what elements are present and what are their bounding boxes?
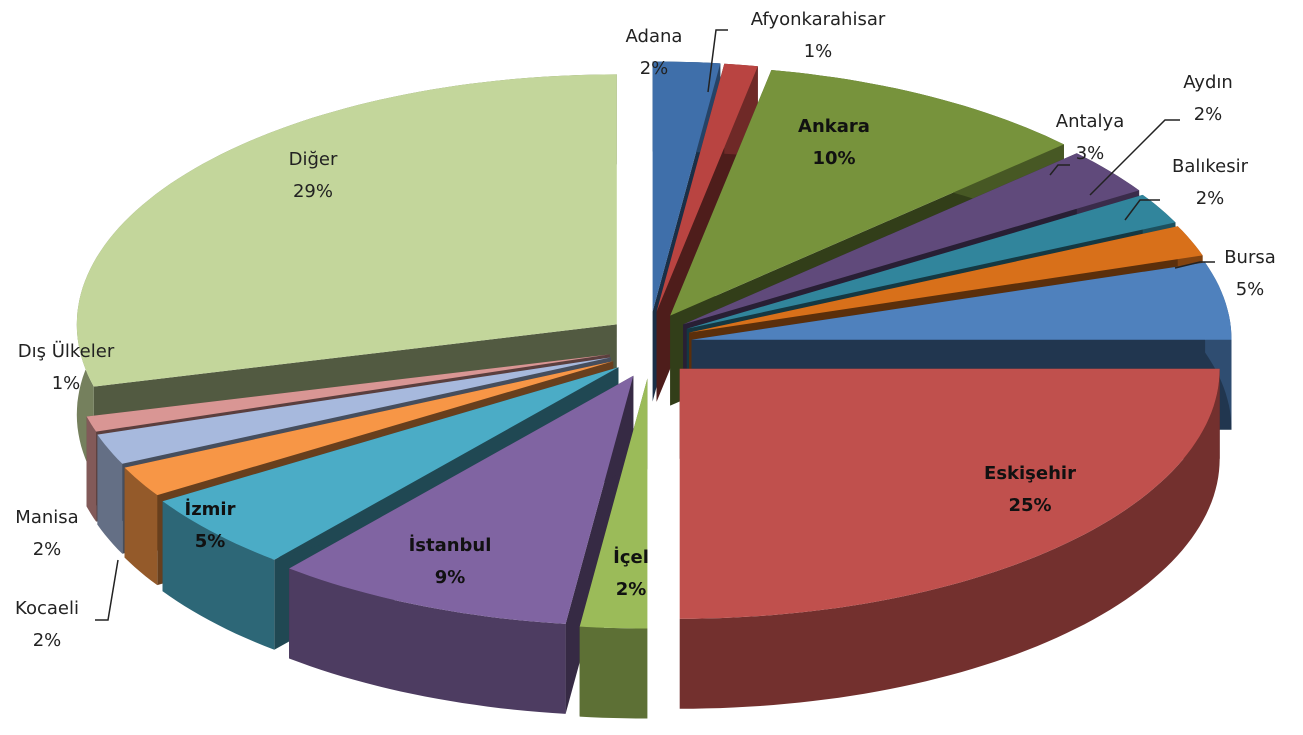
slice-side [86,416,97,522]
slice-top [97,357,611,464]
slice-top [76,74,617,387]
slice-top [652,61,721,312]
slice-top [656,63,758,312]
slice-side [97,434,123,554]
slice [289,375,634,714]
category-label: Afyonkarahisar [751,9,886,30]
category-label: İçel [613,546,649,568]
leader-line [1124,199,1160,221]
slice-top [691,262,1232,340]
value-label: 9% [435,567,466,588]
slice-top [683,153,1140,325]
slice-top [689,226,1203,333]
slice-side [124,467,158,586]
slice-side [679,368,1220,709]
slice-top [670,70,1064,316]
value-label: 29% [293,181,333,202]
slice-side [579,626,648,719]
slice-top [289,375,634,624]
value-label: 5% [1236,279,1265,300]
category-label: Diğer [289,149,338,170]
category-label: İstanbul [409,534,492,556]
category-label: Ankara [798,116,870,137]
category-label: Balıkesir [1172,156,1249,177]
leader-line [707,29,728,93]
slice-side [162,501,275,650]
category-label: Antalya [1056,111,1125,132]
slice-top [579,378,648,629]
value-label: 10% [812,148,855,169]
value-label: 2% [1196,188,1225,209]
value-label: 2% [33,630,62,651]
slice [679,368,1220,709]
value-label: 25% [1008,495,1051,516]
value-label: 2% [1194,104,1223,125]
leader-line [1049,164,1070,176]
leader-line [1174,261,1215,269]
value-label: 3% [1076,143,1105,164]
category-label: Manisa [15,507,78,528]
value-label: 2% [640,58,669,79]
category-label: Dış Ülkeler [18,340,115,362]
leader-line [1089,119,1180,196]
category-label: Kocaeli [15,598,79,619]
value-label: 2% [616,579,647,600]
value-label: 1% [804,41,833,62]
category-label: Bursa [1224,247,1276,268]
category-label: Aydın [1183,72,1233,93]
value-label: 5% [195,531,226,552]
slice-top [86,354,610,432]
slice-top [679,368,1220,619]
category-label: Adana [626,26,683,47]
category-label: Eskişehir [984,463,1076,484]
category-label: İzmir [185,498,236,520]
leader-line [95,559,119,621]
value-label: 1% [52,373,81,394]
slice-top [686,194,1176,329]
value-label: 2% [33,539,62,560]
slice-top [124,361,614,496]
slice [579,378,648,719]
slice-top [162,367,619,560]
slice-side [289,568,566,714]
